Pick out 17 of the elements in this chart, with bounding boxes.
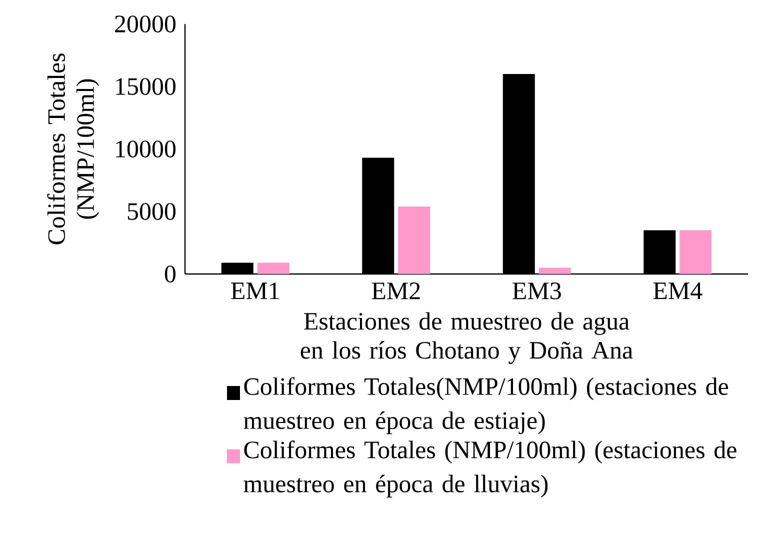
x-tick-label: EM4	[653, 282, 702, 299]
y-tick-label: 10000	[116, 140, 176, 158]
y-axis-title: Coliformes Totales (NMP/100ml)	[47, 54, 100, 244]
y-tick-label: 0	[164, 266, 176, 282]
y-tick-label: 20000	[115, 16, 176, 32]
y-tick-label: 15000	[116, 78, 176, 95]
bar	[680, 230, 712, 274]
x-tick-label: EM1	[231, 282, 279, 300]
x-tick-label: EM3	[512, 282, 561, 300]
y-tick-label: 5000	[128, 203, 176, 220]
x-tick-label: EM2	[372, 282, 420, 300]
legend-label: Coliformes Totales(NMP/100ml) (estaciones de muestreo en época de estiaje)	[244, 377, 728, 434]
x-axis-title: Estaciones de muestreo de agua en los ríos Chotano y Doña Ana	[300, 312, 633, 364]
bar	[257, 262, 290, 274]
legend-label: Coliformes Totales (NMP/100ml) (estaciones de muestreo en época de lluvias)	[244, 440, 736, 498]
bar	[398, 206, 430, 274]
bar	[538, 268, 571, 274]
